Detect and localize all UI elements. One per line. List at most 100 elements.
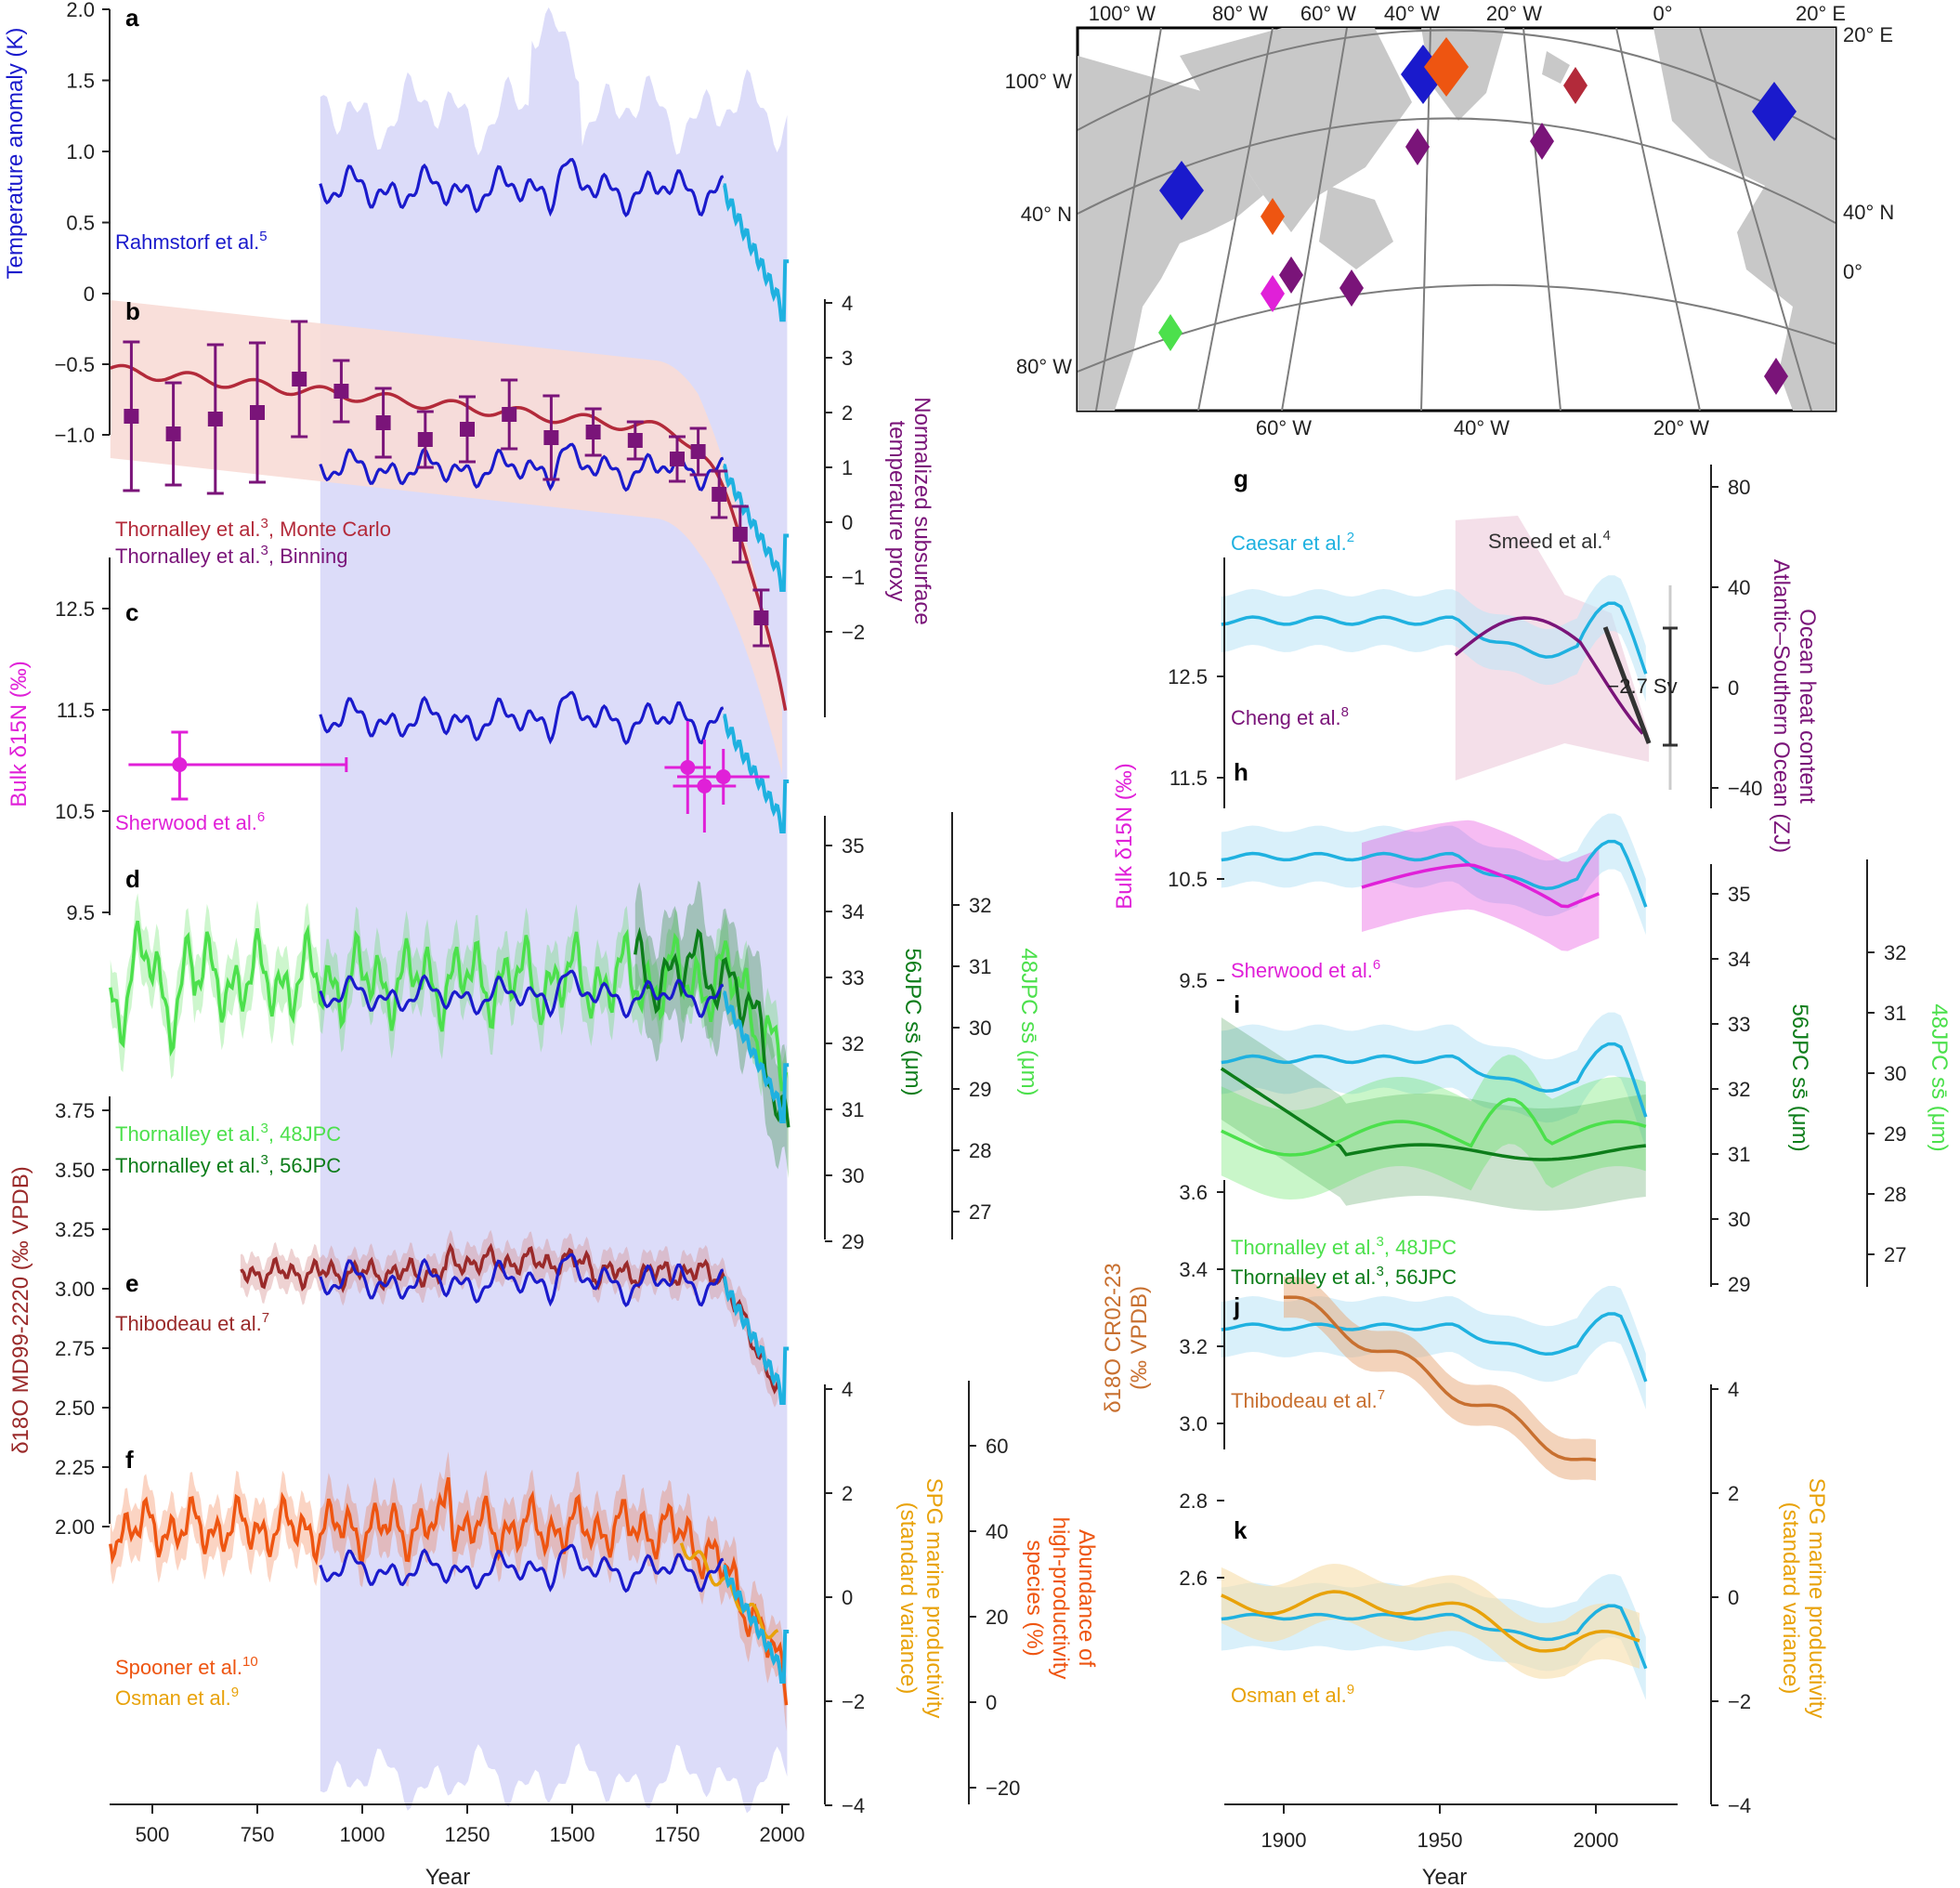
source-osman: Osman et al.9 [115,1685,239,1710]
tick-label: 3.2 [1179,1335,1208,1358]
map-lat-left: 100° W [1005,70,1073,93]
tick-label: 32 [969,894,991,917]
tick-label: 9.5 [1179,969,1208,992]
tick-label: 11.5 [1169,767,1208,790]
thibodeau-line [1283,1295,1597,1462]
tick-label: 3.0 [1179,1412,1208,1436]
tick-label: 29 [842,1230,864,1253]
left-labels: 2.01.51.00.50−0.5−1.043210−1−212.511.510… [3,0,1099,1888]
source-thornalley-56-i: Thornalley et al.3, 56JPC [1231,1264,1457,1289]
tick-label: 31 [1728,1143,1750,1166]
tick-label: 0 [1728,1586,1739,1609]
tick-label: 33 [842,966,864,990]
binning-point [712,487,727,502]
binning-point [753,610,769,625]
iceland-land [1542,51,1570,84]
tick-label: −1.0 [55,424,95,447]
site-marker [1764,358,1788,395]
tick-label: 2.6 [1179,1567,1208,1590]
source-thibodeau-j: Thibodeau et al.7 [1231,1387,1385,1412]
osman-line [1221,1590,1640,1653]
axis-title-a: Temperature anomaly (K) [3,28,28,280]
tick-label: −1 [842,566,865,589]
panel-letter-a: a [125,4,139,32]
parallel-grid [1078,117,1836,224]
axis-title-g-2: Atlantic–Southern Ocean (ZJ) [1769,559,1794,853]
x-axis-title: Year [425,1865,471,1888]
source-caesar: Caesar et al.2 [1231,530,1354,555]
binning-point [207,412,223,426]
tick-label: 2.25 [55,1456,95,1479]
tick-label: 29 [1728,1273,1750,1296]
axis-title-j-2: (‰ VPDB) [1127,1286,1152,1390]
axis-title-k-1: SPG marine productivity [1804,1478,1829,1719]
monte-carlo-band [110,300,783,774]
panel-letter-d: d [125,865,140,893]
site-marker [1405,128,1430,165]
binning-point [585,425,601,439]
tick-label: 1.0 [66,140,95,164]
axis-title-d-1: 56JPC ss̄ (μm) [900,948,925,1095]
tick-label: 28 [969,1139,991,1162]
tick-label: 12.5 [1168,665,1208,688]
tick-label: 3.00 [55,1278,95,1301]
axis-title-d-2: 48JPC ss̄ (μm) [1016,948,1041,1095]
right-uncertainty-bands [1221,516,1672,1700]
tick-label: 3.4 [1179,1258,1208,1281]
56jpc-band [1221,1017,1646,1211]
tick-label: 35 [842,834,864,858]
binning-point [543,430,559,445]
site-marker [1261,275,1285,312]
56jpc-band [634,880,789,1179]
map-lon-bottom: 60° W [1256,416,1312,439]
binning-point [333,384,349,399]
sherwood-band [1362,819,1600,951]
tick-label: 4 [1728,1378,1739,1401]
left-axes [102,8,976,1814]
parallel-grid [1078,283,1836,373]
panel-letter-g: g [1234,465,1248,492]
tick-label: −0.5 [55,353,95,376]
x-tick-label: 2000 [1574,1829,1619,1852]
caesar-band [1221,575,1646,702]
site-marker [1339,269,1364,307]
binning-point [250,405,265,420]
meridian-grid [1197,28,1274,411]
source-sherwood: Sherwood et al.6 [115,809,265,834]
map-lat-right: 40° N [1843,201,1894,224]
map-lat-right: 0° [1843,260,1862,283]
tick-label: 4 [842,1378,853,1401]
panel-letter-c: c [125,598,138,626]
rahmstorf-line [319,1252,725,1308]
sherwood-line [1361,862,1601,909]
source-thibodeau: Thibodeau et al.7 [115,1310,269,1335]
smeed-trend [1602,626,1652,744]
tick-label: 3 [842,347,853,370]
osman-band [1221,1564,1640,1679]
axis-title-j-1: δ18O CR02-23 [1101,1263,1126,1412]
binning-point [502,407,517,422]
56jpc-line [634,926,791,1128]
tick-label: 29 [1884,1122,1906,1146]
tick-label: 80 [1728,476,1750,499]
tick-label: 9.5 [66,901,95,924]
source-thornalley-56: Thornalley et al.3, 56JPC [115,1152,341,1177]
axis-title-f-1b: (standard variance) [895,1502,921,1695]
caesar-line [1221,1042,1648,1118]
x-tick-label: 1750 [655,1823,700,1846]
panel-letter-k: k [1234,1516,1248,1544]
binning-point [670,452,685,466]
site-marker [1159,161,1204,220]
site-marker [1261,198,1285,235]
axis-title-c: Bulk δ15N (‰) [7,661,32,806]
meridian-grid [1615,28,1701,411]
map-lon-bottom: 40° W [1454,416,1509,439]
48jpc-line [109,920,789,1092]
source-rahmstorf: Rahmstorf et al.5 [115,229,268,254]
tick-label: 12.5 [55,597,95,621]
meridian-grid [1699,28,1812,411]
north-america-land [1078,56,1263,411]
axis-title-f-2b: high-productivity [1048,1517,1073,1680]
left-series-lines [109,158,791,1706]
